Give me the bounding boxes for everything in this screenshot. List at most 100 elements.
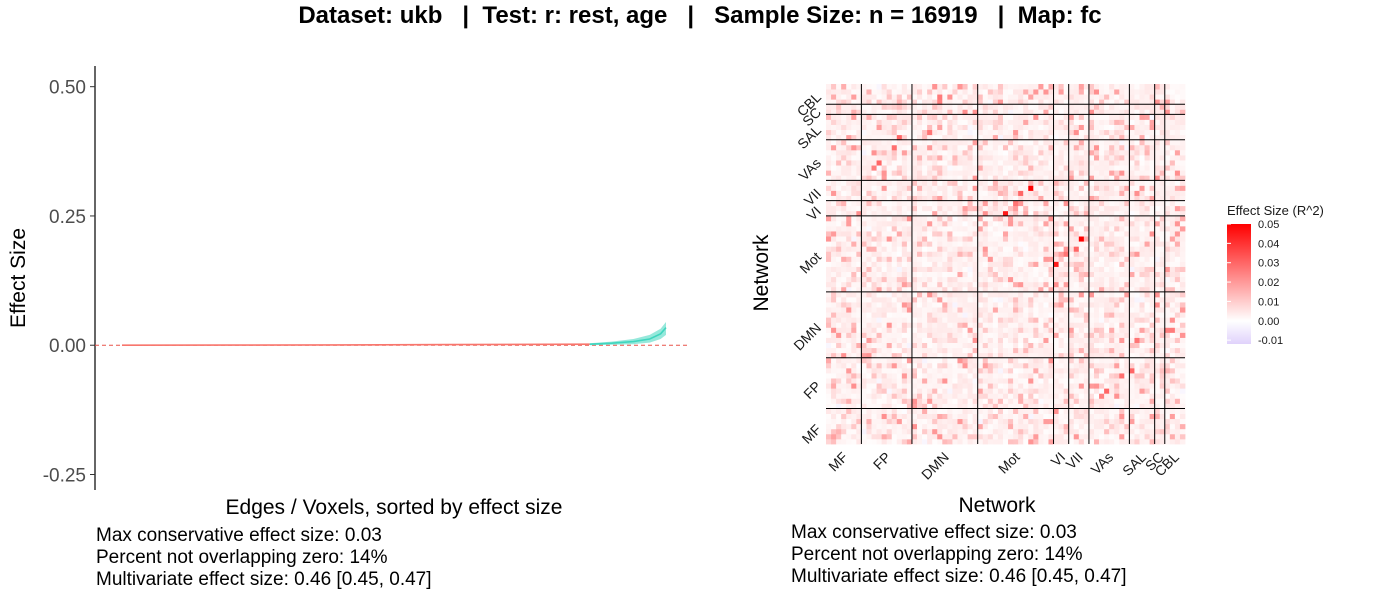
heatmap-cell [972, 175, 979, 181]
heatmap-cell [851, 134, 857, 141]
heatmap-cell [1028, 312, 1034, 318]
heatmap-cell [947, 246, 953, 252]
heatmap-cell [1109, 200, 1115, 207]
heatmap-cell [1018, 200, 1024, 207]
heatmap-cell [906, 175, 913, 181]
heatmap-cell [1179, 129, 1186, 136]
heatmap-cell [1013, 225, 1019, 232]
heatmap-cell [977, 175, 984, 181]
heatmap-cell [1008, 170, 1014, 176]
heatmap-cell [1109, 165, 1115, 171]
heatmap-cell [911, 246, 918, 252]
heatmap-cell [1144, 438, 1151, 445]
heatmap-cell [896, 307, 903, 313]
heatmap-cell [1002, 175, 1009, 181]
heatmap-cell [952, 195, 958, 202]
heatmap-cell [1093, 104, 1100, 110]
heatmap-cell [1043, 170, 1049, 176]
heatmap-cell [932, 362, 938, 369]
heatmap-cell [1149, 109, 1156, 115]
heatmap-cell [957, 393, 963, 399]
heatmap-cell [851, 129, 857, 136]
heatmap-cell [972, 383, 979, 389]
heatmap-cell [1028, 165, 1034, 171]
heatmap-cell [851, 241, 857, 247]
heatmap-cell [891, 357, 898, 364]
heatmap-cell [1028, 200, 1034, 207]
heatmap-cell [1048, 261, 1054, 267]
heatmap-cell [1058, 165, 1065, 171]
heatmap-cell [1169, 367, 1176, 374]
heatmap-cell [831, 428, 837, 435]
heatmap-cell [1114, 109, 1120, 115]
heatmap-cell [1093, 251, 1100, 257]
heatmap-cell [1043, 119, 1049, 125]
heatmap-cell [977, 195, 984, 202]
heatmap-cell [901, 114, 908, 120]
heatmap-cell [1083, 266, 1090, 273]
heatmap-cell [866, 352, 872, 359]
heatmap-cell [1028, 317, 1034, 323]
heatmap-cell [1053, 144, 1059, 151]
heatmap-cell [1154, 352, 1161, 359]
heatmap-cell [1164, 291, 1171, 298]
heatmap-cell [866, 124, 872, 131]
heatmap-cell [1099, 413, 1105, 420]
heatmap-cell [1053, 423, 1059, 430]
heatmap-cell [871, 302, 877, 308]
heatmap-cell [1078, 225, 1085, 232]
heatmap-cell [1083, 251, 1090, 257]
heatmap-cell [891, 281, 898, 288]
heatmap-cell [1043, 322, 1049, 328]
heatmap-cell [851, 139, 857, 146]
heatmap-cell [1109, 261, 1115, 267]
heatmap-cell [1073, 165, 1080, 171]
heatmap-cell [1134, 357, 1140, 364]
heatmap-cell [901, 89, 908, 95]
heatmap-cell [1164, 205, 1171, 212]
heatmap-cell [881, 302, 888, 308]
heatmap-cell [1164, 307, 1171, 313]
heatmap-cell [836, 362, 842, 369]
heatmap-cell [1119, 296, 1125, 303]
heatmap-cell [871, 251, 877, 257]
heatmap-cell [997, 423, 1004, 430]
heatmap-cell [1169, 271, 1176, 278]
heatmap-cell [997, 180, 1004, 186]
heatmap-cell [906, 134, 913, 141]
heatmap-cell [856, 281, 862, 288]
heatmap-cell [1093, 286, 1100, 293]
heatmap-cell [1139, 438, 1145, 445]
heatmap-cell [1144, 281, 1151, 288]
heatmap-cell [1028, 170, 1034, 176]
heatmap-cell [1038, 327, 1044, 333]
heatmap-cell [1048, 357, 1054, 364]
heatmap-cell [901, 438, 908, 445]
heatmap-cell [831, 236, 837, 242]
heatmap-cell [1088, 337, 1095, 343]
heatmap-cell [911, 418, 918, 425]
heatmap-cell [952, 205, 958, 212]
heatmap-cell [957, 220, 963, 227]
heatmap-cell [997, 220, 1004, 227]
heatmap-cell [896, 398, 903, 404]
heatmap-cell [846, 180, 852, 186]
heatmap-cell [1129, 393, 1135, 399]
heatmap-cell [982, 160, 989, 166]
heatmap-cell [886, 312, 893, 318]
heatmap-cell [927, 367, 933, 374]
heatmap-cell [1134, 165, 1140, 171]
heatmap-cell [1114, 241, 1120, 247]
heatmap-cell [826, 302, 832, 308]
heatmap-cell [992, 220, 999, 227]
heatmap-cell [1093, 428, 1100, 435]
heatmap-cell [967, 134, 974, 141]
heatmap-cell [871, 231, 877, 237]
heatmap-cell [866, 357, 872, 364]
heatmap-cell [846, 393, 852, 399]
heatmap-cell [881, 251, 888, 257]
heatmap-cell [1134, 327, 1140, 333]
heatmap-cell [1179, 276, 1186, 283]
heatmap-cell [871, 296, 877, 303]
heatmap-cell [831, 104, 837, 110]
